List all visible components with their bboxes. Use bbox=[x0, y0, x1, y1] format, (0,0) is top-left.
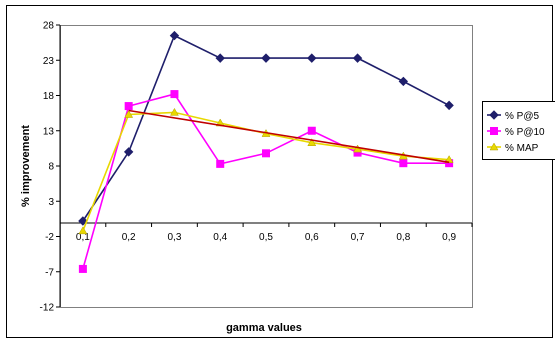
data-point bbox=[171, 91, 178, 98]
x-tick-label: 0,9 bbox=[442, 232, 456, 243]
y-tick-label: 8 bbox=[48, 162, 54, 173]
y-tick-label: -2 bbox=[45, 232, 54, 243]
x-tick-label: 0,2 bbox=[122, 232, 136, 243]
x-tick-label: 0,5 bbox=[259, 232, 273, 243]
y-tick-label: 18 bbox=[43, 91, 55, 102]
y-tick-label: -7 bbox=[45, 267, 54, 278]
y-axis-label: % improvement bbox=[20, 125, 32, 207]
data-point bbox=[400, 160, 407, 167]
data-point bbox=[125, 103, 132, 110]
legend-label: % P@10 bbox=[505, 127, 545, 138]
y-tick-label: 3 bbox=[48, 197, 54, 208]
x-tick-label: 0,3 bbox=[167, 232, 181, 243]
x-tick-label: 0,8 bbox=[396, 232, 410, 243]
data-point bbox=[79, 265, 86, 272]
x-tick-label: 0,4 bbox=[213, 232, 227, 243]
y-tick-label: 23 bbox=[43, 56, 55, 67]
plot-area bbox=[61, 26, 473, 308]
y-tick-label: 13 bbox=[43, 126, 55, 137]
x-axis-label: gamma values bbox=[226, 322, 302, 334]
legend-label: % MAP bbox=[505, 143, 539, 154]
y-tick-label: 28 bbox=[43, 21, 55, 32]
data-point bbox=[308, 127, 315, 134]
y-tick-label: -12 bbox=[40, 303, 55, 314]
legend-label: % P@5 bbox=[505, 111, 539, 122]
x-tick-label: 0,7 bbox=[351, 232, 365, 243]
legend: % P@5 % P@10 % MAP bbox=[483, 102, 555, 160]
data-point bbox=[217, 160, 224, 167]
data-point bbox=[263, 150, 270, 157]
legend-marker bbox=[491, 128, 498, 135]
x-tick-label: 0,6 bbox=[305, 232, 319, 243]
